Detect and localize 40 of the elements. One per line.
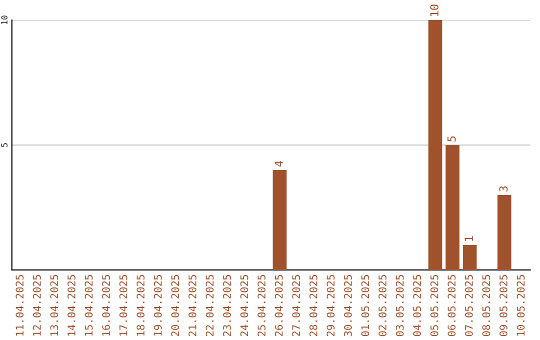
data-label: 3 [499, 186, 508, 192]
x-tick-label: 08.05.2025 [482, 274, 490, 336]
bar [272, 170, 287, 270]
x-tick-label: 22.04.2025 [206, 274, 214, 336]
data-label: 1 [464, 236, 473, 241]
x-tick-label: 05.05.2025 [430, 274, 438, 336]
data-label: 4 [274, 161, 283, 167]
bar [446, 145, 460, 270]
x-tick-label: 21.04.2025 [188, 274, 196, 336]
bar [462, 244, 477, 270]
x-tick-label: 13.04.2025 [50, 274, 58, 336]
x-tick-label: 29.04.2025 [326, 274, 335, 336]
x-tick-label: 09.05.2025 [500, 274, 508, 336]
x-tick-label: 23.04.2025 [223, 274, 231, 336]
x-tick-label: 24.04.2025 [240, 274, 248, 336]
x-tick-label: 10.05.2025 [516, 274, 525, 336]
x-tick-label: 06.05.2025 [448, 274, 456, 336]
bar [428, 20, 442, 270]
x-tick-label: 12.04.2025 [32, 274, 41, 336]
x-tick-label: 01.05.2025 [361, 274, 370, 336]
x-tick-label: 02.05.2025 [378, 274, 386, 336]
data-label: 10 [430, 4, 438, 16]
x-tick-label: 07.05.2025 [464, 274, 473, 336]
x-tick-label: 04.05.2025 [413, 274, 422, 336]
x-tick-label: 26.04.2025 [274, 274, 283, 336]
x-tick-label: 16.04.2025 [102, 274, 110, 336]
x-tick-label: 30.04.2025 [344, 274, 352, 336]
x-tick-label: 15.04.2025 [84, 274, 93, 336]
x-tick-label: 18.04.2025 [136, 274, 145, 336]
bar [497, 194, 512, 270]
x-tick-label: 28.04.2025 [309, 274, 318, 336]
x-tick-label: 20.04.2025 [171, 274, 180, 336]
x-tick-label: 19.04.2025 [154, 274, 162, 336]
x-tick-label: 03.05.2025 [396, 274, 404, 336]
x-tick-label: 27.04.2025 [292, 274, 300, 336]
data-label: 5 [448, 136, 456, 142]
x-tick-label: 14.04.2025 [68, 274, 76, 336]
x-tick-label: 11.04.2025 [16, 274, 24, 336]
x-tick-label: 17.04.2025 [119, 274, 128, 336]
x-tick-label: 25.04.2025 [258, 274, 266, 336]
